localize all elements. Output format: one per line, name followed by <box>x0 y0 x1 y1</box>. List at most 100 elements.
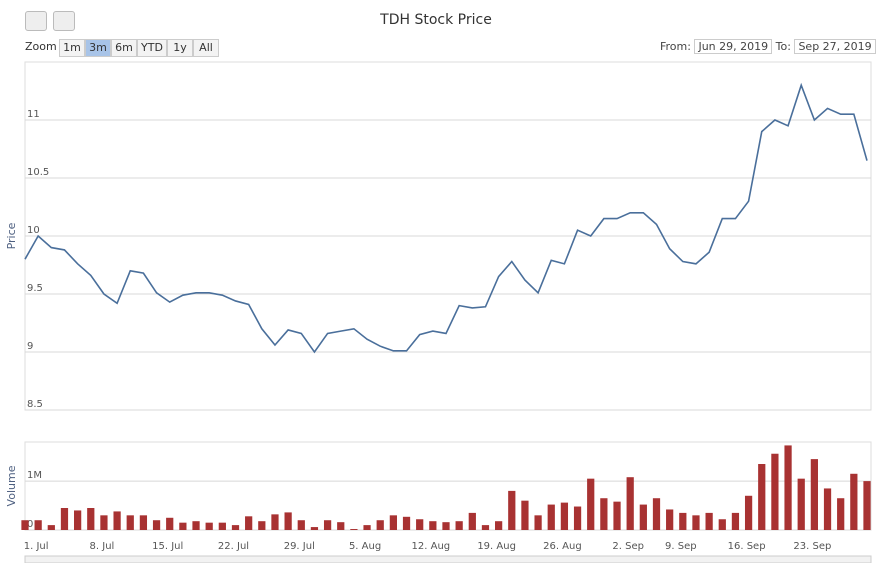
volume-bar <box>231 525 240 530</box>
volume-bar <box>784 445 792 530</box>
from-label: From: <box>660 40 691 53</box>
volume-bar <box>758 464 766 530</box>
volume-bar <box>455 521 463 530</box>
volume-bar <box>666 509 674 530</box>
volume-bar <box>126 515 134 530</box>
y-axis-title: Price <box>5 222 18 249</box>
zoom-label: Zoom <box>25 40 57 53</box>
download-button[interactable] <box>25 11 47 31</box>
volume-bar <box>166 517 174 530</box>
volume-bar <box>245 516 253 530</box>
volume-bar <box>152 520 161 530</box>
x-tick-label: 15. Jul <box>152 541 183 552</box>
volume-bar <box>87 508 95 530</box>
volume-bar <box>508 490 516 530</box>
volume-bar <box>534 515 542 530</box>
price-line <box>24 82 868 354</box>
zoom-button[interactable]: 6m <box>111 39 137 57</box>
volume-bar <box>863 481 871 530</box>
zoom-button[interactable]: 1m <box>59 39 85 57</box>
volume-bar <box>600 498 608 530</box>
volume-bar <box>113 511 121 530</box>
zoom-button[interactable]: YTD <box>137 39 167 57</box>
y2-tick-label: 0 <box>27 519 33 530</box>
range-from: From: Jun 29, 2019 To: Sep 27, 2019 <box>660 39 876 55</box>
volume-bar <box>639 504 647 530</box>
x-tick-label: 8. Jul <box>90 541 115 552</box>
volume-bar <box>310 527 319 530</box>
volume-bar <box>679 512 687 530</box>
y-tick-label: 10 <box>27 225 40 236</box>
volume-bar <box>442 522 450 530</box>
volume-bar <box>297 520 305 530</box>
volume-bar <box>718 519 726 530</box>
x-tick-label: 26. Aug <box>543 541 582 552</box>
volume-bar <box>34 520 42 530</box>
volume-bar <box>429 521 437 530</box>
x-tick-label: 9. Sep <box>665 541 697 552</box>
volume-bar <box>797 478 805 530</box>
volume-bar <box>271 514 279 530</box>
volume-bar <box>626 477 634 530</box>
volume-bar <box>179 522 187 530</box>
volume-bar <box>258 521 266 530</box>
volume-bar <box>139 515 148 530</box>
y-tick-label: 9 <box>27 341 33 352</box>
volume-bar <box>21 520 29 530</box>
zoom-button[interactable]: 1y <box>167 39 193 57</box>
volume-bar <box>692 515 700 530</box>
x-tick-label: 23. Sep <box>793 541 831 552</box>
x-tick-label: 19. Aug <box>477 541 516 552</box>
volume-bar <box>192 521 200 530</box>
volume-bar <box>587 478 595 530</box>
volume-bar <box>560 502 569 530</box>
navigator <box>24 555 872 563</box>
volume-bar <box>481 525 490 530</box>
y-tick-label: 10.5 <box>27 167 49 178</box>
volume-bar <box>495 521 503 530</box>
volume-bar <box>850 473 858 530</box>
x-tick-label: 1. Jul <box>24 541 49 552</box>
x-tick-label: 29. Jul <box>284 541 315 552</box>
print-button[interactable] <box>53 11 75 31</box>
volume-bar <box>468 512 476 530</box>
x-tick-label: 16. Sep <box>728 541 766 552</box>
volume-bar <box>218 522 226 530</box>
x-tick-label: 5. Aug <box>349 541 381 552</box>
volume-bar <box>389 515 397 530</box>
zoom-button[interactable]: 3m <box>85 39 111 57</box>
x-tick-label: 2. Sep <box>612 541 644 552</box>
volume-bar <box>376 520 384 530</box>
y-tick-label: 9.5 <box>27 283 43 294</box>
from-input[interactable]: Jun 29, 2019 <box>694 39 773 54</box>
volume-plot-border <box>24 441 872 531</box>
volume-bar <box>823 488 832 530</box>
volume-bar <box>402 516 411 530</box>
volume-bar <box>573 506 582 530</box>
to-input[interactable]: Sep 27, 2019 <box>794 39 876 54</box>
zoom-button[interactable]: All <box>193 39 219 57</box>
volume-bar <box>205 522 213 530</box>
y-tick-label: 8.5 <box>27 399 43 410</box>
volume-bar <box>416 519 424 530</box>
volume-bar <box>47 525 55 530</box>
x-tick-label: 22. Jul <box>218 541 249 552</box>
to-label: To: <box>775 40 791 53</box>
volume-bar <box>350 529 358 530</box>
y-tick-label: 11 <box>27 109 40 120</box>
volume-bar <box>521 500 529 530</box>
volume-bar <box>771 453 779 530</box>
volume-bar <box>744 495 753 530</box>
volume-bar <box>652 498 661 530</box>
volume-bar <box>731 512 740 530</box>
volume-bar <box>705 512 713 530</box>
x-tick-label: 12. Aug <box>412 541 451 552</box>
volume-bar <box>810 459 818 530</box>
volume-bar <box>74 510 82 530</box>
volume-bar <box>363 525 371 530</box>
volume-bar <box>284 512 292 530</box>
y2-tick-label: 1M <box>27 470 42 481</box>
y2-axis-title: Volume <box>5 465 18 506</box>
